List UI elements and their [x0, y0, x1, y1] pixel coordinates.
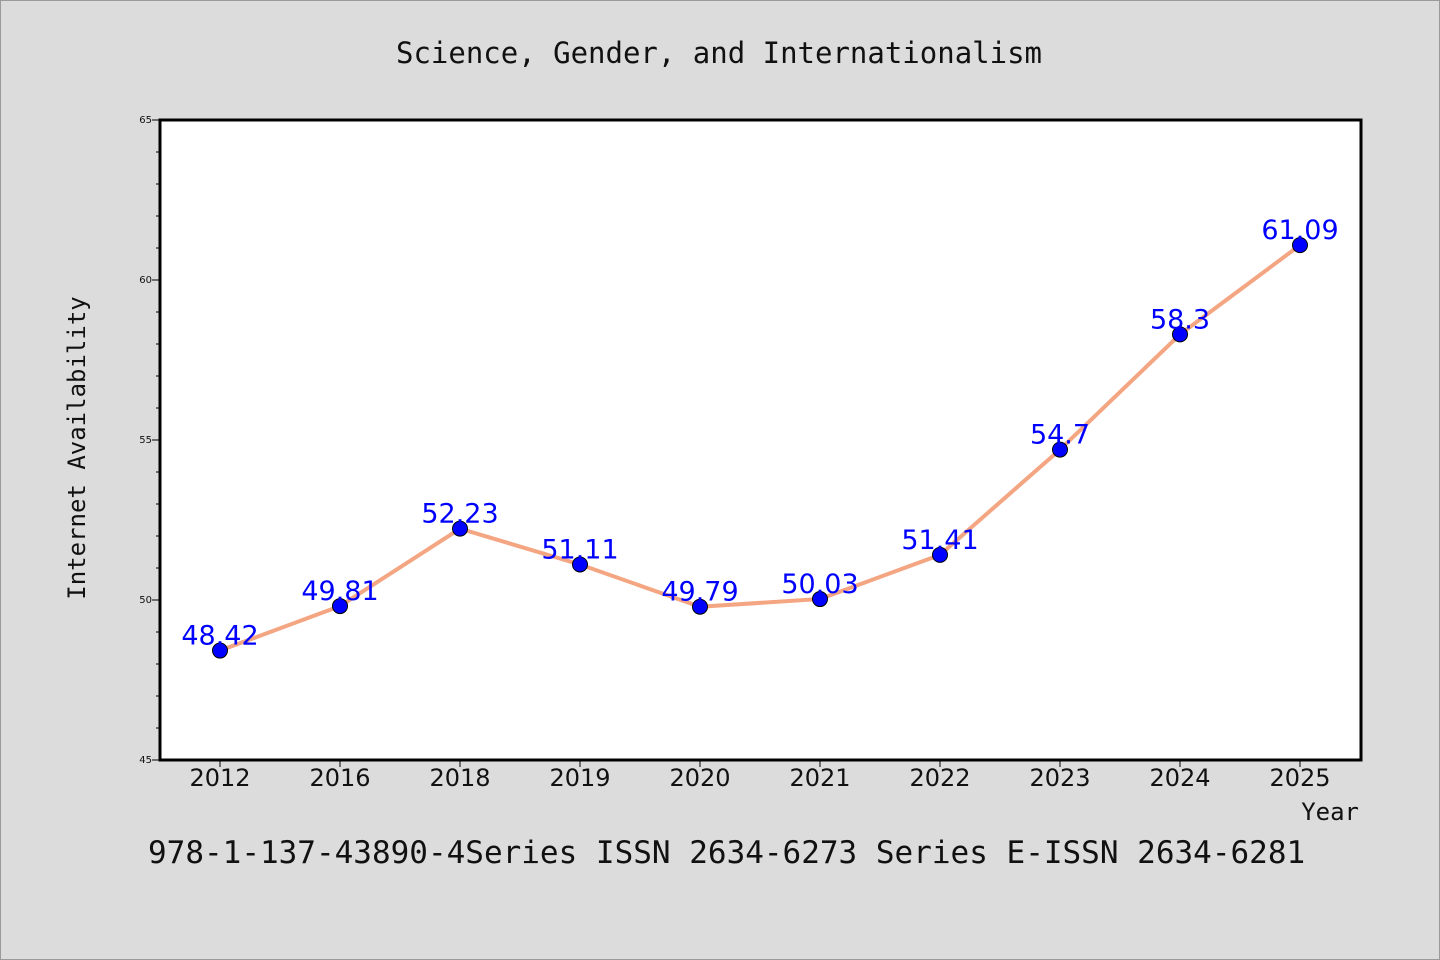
data-point	[1052, 441, 1068, 458]
data-point	[812, 591, 828, 608]
data-point	[572, 556, 588, 573]
plot-area	[160, 120, 1361, 760]
y-tick-label: 65	[139, 115, 152, 126]
x-tick-label: 2012	[189, 764, 250, 792]
footer-isbn-issn: 978-1-137-43890-4Series ISSN 2634-6273 S…	[148, 835, 1305, 871]
data-point	[1292, 237, 1308, 254]
plot-border	[158, 118, 1363, 762]
x-axis-label: Year	[1301, 798, 1359, 826]
data-point	[1172, 326, 1188, 343]
data-label: 51.11	[541, 534, 618, 565]
chart-title: Science, Gender, and Internationalism	[396, 36, 1042, 70]
data-markers	[212, 237, 1308, 659]
data-label: 54.7	[1030, 420, 1090, 451]
x-tick-label: 2022	[909, 764, 970, 792]
y-tick-label: 60	[139, 275, 152, 286]
data-label: 50.03	[781, 569, 858, 600]
data-point	[452, 520, 468, 537]
y-tick-label: 55	[139, 435, 152, 446]
data-point	[692, 598, 708, 615]
data-labels: 48.42 49.81 52.23 51.11 49.79 50.03 51.41 54.7 5…	[181, 215, 1338, 651]
y-axis-ticks: 45 50 55 60 65	[139, 115, 160, 766]
x-tick-label: 2018	[429, 764, 490, 792]
y-tick-label: 50	[139, 595, 152, 606]
data-label: 58.3	[1150, 304, 1210, 335]
data-point	[332, 598, 348, 615]
x-tick-label: 2025	[1269, 764, 1330, 792]
x-tick-label: 2016	[309, 764, 370, 792]
x-tick-label: 2023	[1029, 764, 1090, 792]
data-label: 49.79	[661, 577, 738, 608]
data-label: 51.41	[901, 525, 978, 556]
data-label: 48.42	[181, 621, 258, 652]
x-tick-label: 2024	[1149, 764, 1210, 792]
y-tick-label: 45	[139, 755, 152, 766]
x-tick-label: 2019	[549, 764, 610, 792]
data-point	[932, 546, 948, 563]
data-label: 49.81	[301, 576, 378, 607]
x-tick-label: 2020	[669, 764, 730, 792]
x-tick-label: 2021	[789, 764, 850, 792]
data-point	[212, 642, 228, 659]
series-line	[218, 243, 1302, 653]
x-axis-ticks: 2012 2016 2018 2019 2020 2021 2022 2023 2024 2025	[189, 760, 1331, 792]
data-label: 52.23	[421, 499, 498, 530]
y-axis-label: Internet Availability	[63, 296, 91, 599]
data-label: 61.09	[1261, 215, 1338, 246]
